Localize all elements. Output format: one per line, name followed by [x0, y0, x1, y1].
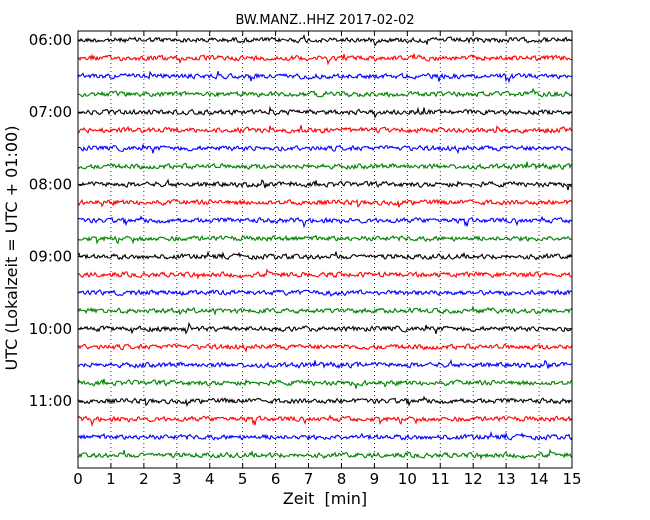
trace-0745	[77, 161, 573, 171]
y-tick-label: 06:00	[29, 31, 72, 49]
trace-0630	[77, 70, 573, 84]
trace-0800	[77, 178, 573, 191]
y-tick-label: 07:00	[29, 103, 72, 121]
grid	[110, 31, 540, 468]
trace-0815	[77, 198, 573, 209]
trace-0845	[77, 234, 573, 245]
y-axis: 06:00 07:00 08:00 09:00 10:00 11:00	[29, 31, 572, 410]
trace-1130	[77, 431, 573, 441]
trace-0615	[77, 53, 573, 66]
trace-1030	[77, 358, 573, 370]
x-tick-label: 3	[172, 470, 182, 488]
trace-0645	[77, 87, 573, 98]
trace-0830	[77, 215, 573, 229]
x-tick-label: 9	[370, 470, 380, 488]
trace-0600	[77, 33, 573, 47]
y-axis-label: UTC (Lokalzeit = UTC + 01:00)	[2, 126, 21, 371]
trace-0715	[77, 125, 573, 134]
x-tick-label: 12	[464, 470, 483, 488]
x-tick-label: 8	[337, 470, 347, 488]
trace-1015	[77, 343, 573, 353]
trace-1045	[77, 378, 573, 389]
x-tick-label: 11	[431, 470, 450, 488]
x-tick-label: 4	[205, 470, 215, 488]
x-tick-label: 7	[304, 470, 314, 488]
y-tick-label: 08:00	[29, 175, 72, 193]
y-tick-label: 10:00	[29, 320, 72, 338]
x-tick-label: 15	[562, 470, 581, 488]
traces	[77, 33, 573, 461]
x-tick-label: 13	[497, 470, 516, 488]
x-tick-label: 10	[398, 470, 417, 488]
x-tick-label: 0	[73, 470, 83, 488]
trace-0945	[77, 306, 573, 316]
plot-frame	[77, 30, 573, 469]
trace-0900	[77, 250, 573, 261]
x-tick-label: 1	[106, 470, 116, 488]
x-axis: 0 1 2 3 4 5 6 7 8 9 10 11 12 13 14 15	[73, 31, 582, 488]
x-axis-label: Zeit [min]	[283, 489, 367, 508]
x-tick-label: 5	[238, 470, 248, 488]
trace-0915	[77, 268, 573, 280]
x-tick-label: 2	[139, 470, 149, 488]
x-tick-label: 6	[271, 470, 281, 488]
trace-1100	[77, 395, 573, 408]
trace-0930	[77, 289, 573, 297]
trace-0730	[77, 144, 573, 155]
chart-title: BW.MANZ..HHZ 2017-02-02	[235, 13, 414, 28]
y-tick-label: 11:00	[29, 392, 72, 410]
trace-1145	[77, 448, 573, 461]
trace-1115	[77, 414, 573, 427]
x-tick-label: 14	[530, 470, 549, 488]
y-tick-label: 09:00	[29, 248, 72, 266]
trace-0700	[77, 105, 573, 119]
trace-1000	[77, 321, 573, 335]
